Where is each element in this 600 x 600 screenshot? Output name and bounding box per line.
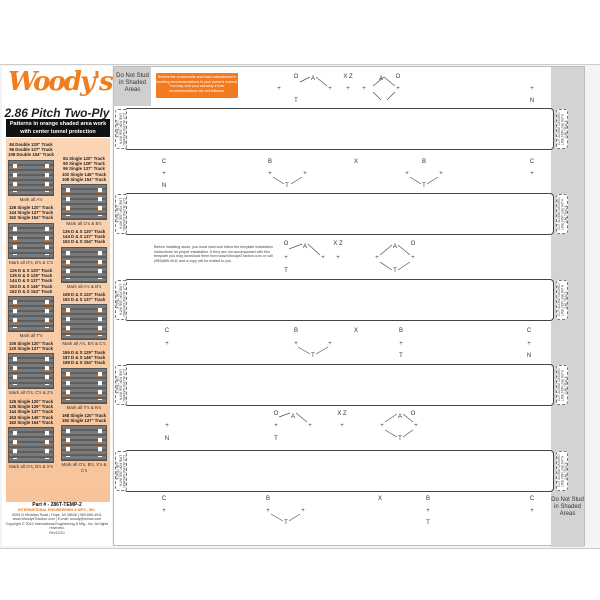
track-label: 96 Double 137" Track [9, 147, 53, 153]
pattern-group: 126 D & S 120" Track 135 D & S 129" Track… [6, 268, 56, 338]
cut-tab[interactable]: CUT ALONG DASHED LINE FOR USE WITH 2.86 … [556, 365, 568, 405]
woodys-logo: Woody's [8, 67, 114, 97]
cut-tab[interactable]: CUT ALONG DASHED LINE FOR USE WITH 2.86 … [556, 194, 568, 234]
track-label: 168 D & S 120" Track [62, 292, 106, 297]
pattern-group: 168 Single 120" Track 192 Single 137" Tra… [59, 413, 109, 473]
pattern-group: 105 Single 120" Track 120 Single 137" Tra… [6, 341, 56, 396]
track-label: 102 Single 146" Track [61, 171, 107, 177]
do-not-stud-label-top: Do Not Stud in Shaded Areas [114, 67, 151, 106]
track-label: 162 D & S 154" Track [9, 288, 53, 294]
track-label: 126 D & S 120" Track [9, 268, 53, 273]
copyright: Copyright © 2010 International Engineeri… [5, 521, 109, 531]
stud-template: Do Not Stud in Shaded Areas Do Not Stud … [113, 66, 585, 547]
track-label: 187 D & S 146" Track [62, 355, 106, 361]
track-image [61, 425, 107, 462]
track-label: 192 D & S 137" Track [62, 297, 106, 303]
mark-caption: Mark all O's & B's [66, 221, 102, 227]
pattern-group: 126 Single 120" Track 144 Single 137" Tra… [6, 205, 56, 265]
mark-caption: Mark all A's & B's [66, 283, 102, 289]
cut-tab[interactable]: CUT ALONG DASHED LINE FOR USE WITH 2.86 … [115, 451, 127, 491]
track-image [8, 353, 54, 390]
address: 6054 N Meridian Road | Hope, MI 48628 | … [12, 512, 102, 517]
track-label: 96 Single 137" Track [63, 166, 105, 172]
track-label: 153 Single 146" Track [8, 414, 54, 420]
track-strip: CUT ALONG DASHED LINE FOR USE WITH 2.86 … [115, 108, 568, 150]
mark-caption: Mark all O's, B's & C's [8, 259, 54, 265]
instruction-panel: Woody's 2.86 Pitch Two-Ply Patterns in o… [2, 66, 114, 546]
track-image [8, 222, 54, 259]
mark-caption: Mark all O's, B's, X's & C's [61, 462, 107, 473]
pattern-group: 84 Single 120" Track 90 Single 129" Track… [59, 156, 109, 226]
cut-tab[interactable]: CUT ALONG DASHED LINE FOR USE WITH 2.86 … [556, 451, 568, 491]
track-label: 135 D & S 129" Track [9, 273, 53, 279]
company-name: INTERNATIONAL ENGINEERING & MFG., INC. [18, 508, 96, 512]
do-not-stud-label-bottom: Do Not Stud in Shaded Areas [551, 497, 584, 517]
cut-tab[interactable]: CUT ALONG DASHED LINE FOR USE WITH 2.86 … [115, 194, 127, 234]
track-label: 108 Double 154" Track [8, 152, 54, 158]
revision: Rev12/10 [49, 530, 65, 535]
mark-caption: Mark all O's, B's & X's [9, 464, 53, 470]
track-label: 144 D & S 137" Track [62, 234, 106, 240]
track-image [8, 427, 54, 464]
track-image [61, 367, 107, 404]
track-label: 84 Double 120" Track [9, 142, 53, 147]
track-label: 144 Single 137" Track [8, 210, 54, 216]
cut-tab[interactable]: CUT ALONG DASHED LINE FOR USE WITH 2.86 … [556, 109, 568, 149]
track-strip: CUT ALONG DASHED LINE FOR USE WITH 2.86 … [115, 450, 568, 492]
track-label: 162 Single 154" Track [8, 215, 54, 221]
mark-caption: Mark all A's [19, 196, 43, 202]
track-image [61, 246, 107, 283]
track-strip: CUT ALONG DASHED LINE FOR USE WITH 2.86 … [115, 364, 568, 406]
track-label: 165 D & S 129" Track [62, 350, 106, 355]
track-strip: CUT ALONG DASHED LINE FOR USE WITH 2.86 … [115, 279, 568, 321]
track-label: 126 Single 120" Track [8, 205, 54, 210]
track-strip: CUT ALONG DASHED LINE FOR USE WITH 2.86 … [115, 193, 568, 235]
pattern-group: 136 D & S 120" Track 144 D & S 137" Track… [59, 229, 109, 289]
track-image [8, 159, 54, 196]
track-label: 153 D & S 146" Track [9, 283, 53, 289]
track-label: 162 Single 154" Track [8, 419, 54, 425]
pitch-title: 2.86 Pitch Two-Ply [4, 106, 110, 120]
track-label: 144 D & S 137" Track [9, 278, 53, 284]
mark-caption: Mark all T's & N's [66, 404, 102, 410]
track-label: 105 Single 120" Track [8, 341, 54, 346]
track-label: 192 Single 137" Track [61, 418, 107, 424]
mark-caption: Mark all O's, C's & Z's [9, 390, 53, 396]
mark-caption: Mark all A's, B's & C's [62, 341, 106, 347]
cut-tab[interactable]: CUT ALONG DASHED LINE FOR USE WITH 2.86 … [115, 280, 127, 320]
track-image [61, 184, 107, 221]
pattern-group: 168 D & S 120" Track 192 D & S 137" Track… [59, 292, 109, 347]
track-label: 135 Single 129" Track [8, 404, 54, 410]
track-label: 144 Single 137" Track [8, 409, 54, 415]
warning-box: Review the snowmobile and track manufact… [156, 73, 238, 98]
track-label: 168 Single 120" Track [61, 413, 107, 418]
cut-tab[interactable]: CUT ALONG DASHED LINE FOR USE WITH 2.86 … [556, 280, 568, 320]
track-label: 162 D & S 154" Track [62, 239, 106, 245]
track-label: 126 Single 120" Track [8, 399, 54, 404]
cut-tab[interactable]: CUT ALONG DASHED LINE FOR USE WITH 2.86 … [115, 365, 127, 405]
track-image [61, 304, 107, 341]
cut-tab[interactable]: CUT ALONG DASHED LINE FOR USE WITH 2.86 … [115, 109, 127, 149]
track-label: 90 Single 129" Track [63, 161, 105, 167]
pattern-group: 126 Single 120" Track 135 Single 129" Tra… [6, 399, 56, 469]
pattern-group: 165 D & S 129" Track 187 D & S 146" Track… [59, 350, 109, 410]
track-image [8, 296, 54, 333]
mark-caption: Mark all T's [19, 333, 43, 339]
part-number: Part # - 286T-TEMP-2 [32, 502, 82, 508]
track-label: 108 Single 154" Track [61, 176, 107, 182]
instructions-text: Before installing studs, you must read a… [154, 245, 273, 263]
track-label: 198 D & S 154" Track [62, 360, 106, 366]
footer: Part # - 286T-TEMP-2 INTERNATIONAL ENGIN… [2, 502, 112, 536]
pattern-group: 84 Double 120" Track 96 Double 137" Track… [6, 142, 56, 202]
track-label: 136 D & S 120" Track [62, 229, 106, 234]
website: www.WoodysTraction.com | E-mail: woody@i… [12, 517, 102, 522]
banner: Patterns in orange shaded area work with… [6, 119, 110, 137]
track-label: 84 Single 120" Track [63, 156, 105, 161]
track-label: 120 Single 137" Track [8, 346, 54, 352]
